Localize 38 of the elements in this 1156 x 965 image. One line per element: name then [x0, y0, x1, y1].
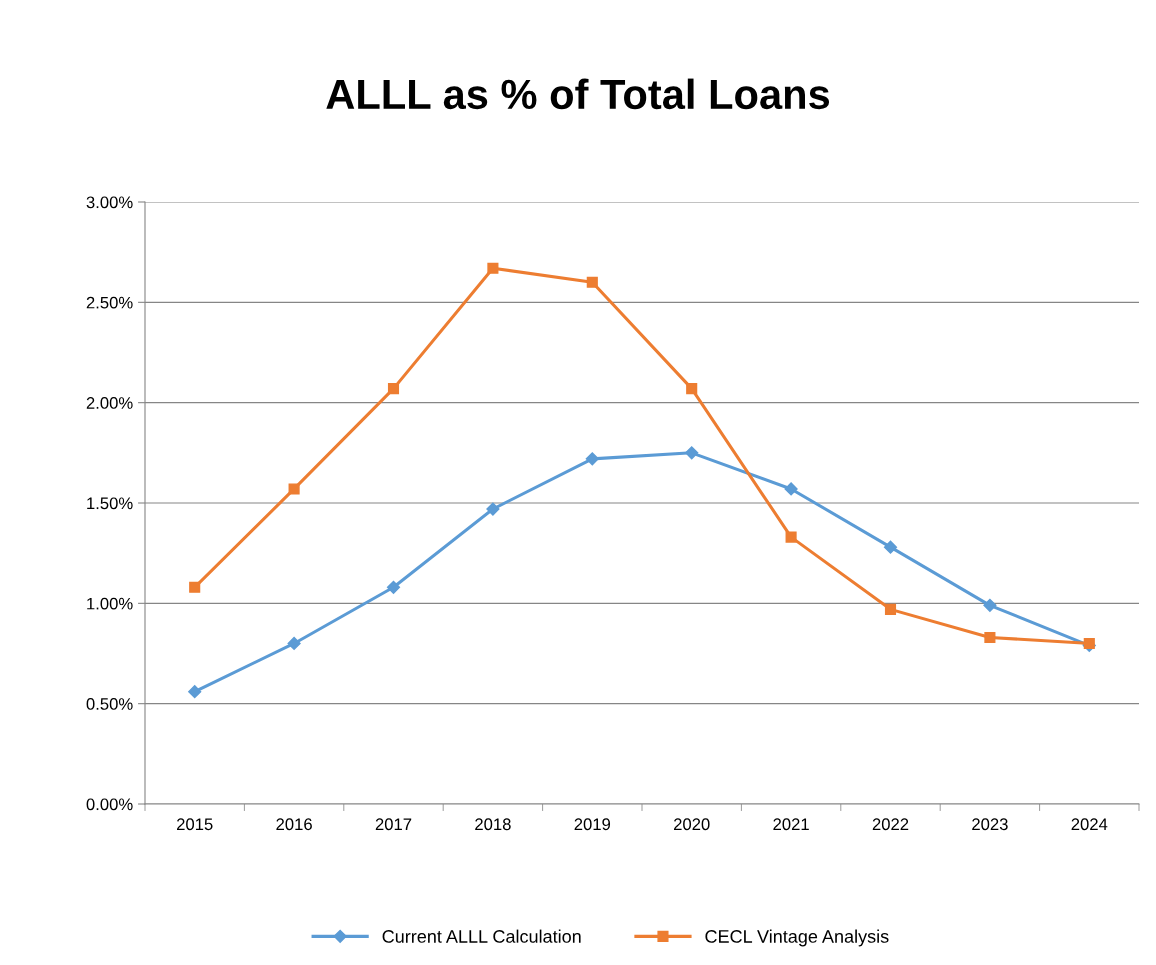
point: [386, 580, 401, 594]
point: [586, 276, 598, 288]
legend-label: Current ALLL Calculation: [382, 929, 581, 943]
x-tick-label: 2022: [872, 818, 909, 831]
y-tick-label: 0.00%: [86, 798, 133, 811]
x-tick-label: 2019: [574, 818, 611, 831]
chart-title: ALLL as % of Total Loans: [326, 78, 830, 110]
y-tick-label: 1.00%: [87, 597, 133, 610]
x-tick-label: 2018: [475, 818, 511, 831]
point: [287, 636, 301, 651]
point: [785, 531, 797, 543]
y-tick-label: 2.00%: [86, 397, 133, 409]
x-tick-label: 2021: [773, 818, 809, 831]
x-tick-label: 2024: [1071, 818, 1108, 831]
x-tick-label: 2020: [674, 818, 710, 831]
point: [487, 262, 499, 274]
point: [884, 603, 897, 615]
y-tick-label: 3.00%: [86, 196, 133, 209]
point: [984, 631, 996, 644]
point: [883, 540, 898, 554]
point: [188, 685, 202, 699]
legend-label: CECL Vintage Analysis: [705, 929, 889, 947]
point: [585, 452, 599, 466]
x-tick-label: 2023: [972, 818, 1008, 831]
point: [686, 383, 698, 395]
point: [288, 483, 300, 495]
point: [784, 482, 798, 496]
point: [983, 598, 997, 612]
y-tick-label: 1.50%: [87, 497, 133, 510]
x-tick-label: 2016: [276, 818, 312, 831]
point: [189, 581, 201, 593]
point: [685, 446, 699, 460]
y-tick-label: 0.50%: [86, 698, 133, 710]
x-tick-label: 2017: [375, 818, 412, 831]
point: [387, 383, 400, 395]
x-tick-label: 2015: [177, 818, 213, 831]
point: [486, 502, 500, 516]
y-tick-label: 2.50%: [86, 296, 133, 309]
